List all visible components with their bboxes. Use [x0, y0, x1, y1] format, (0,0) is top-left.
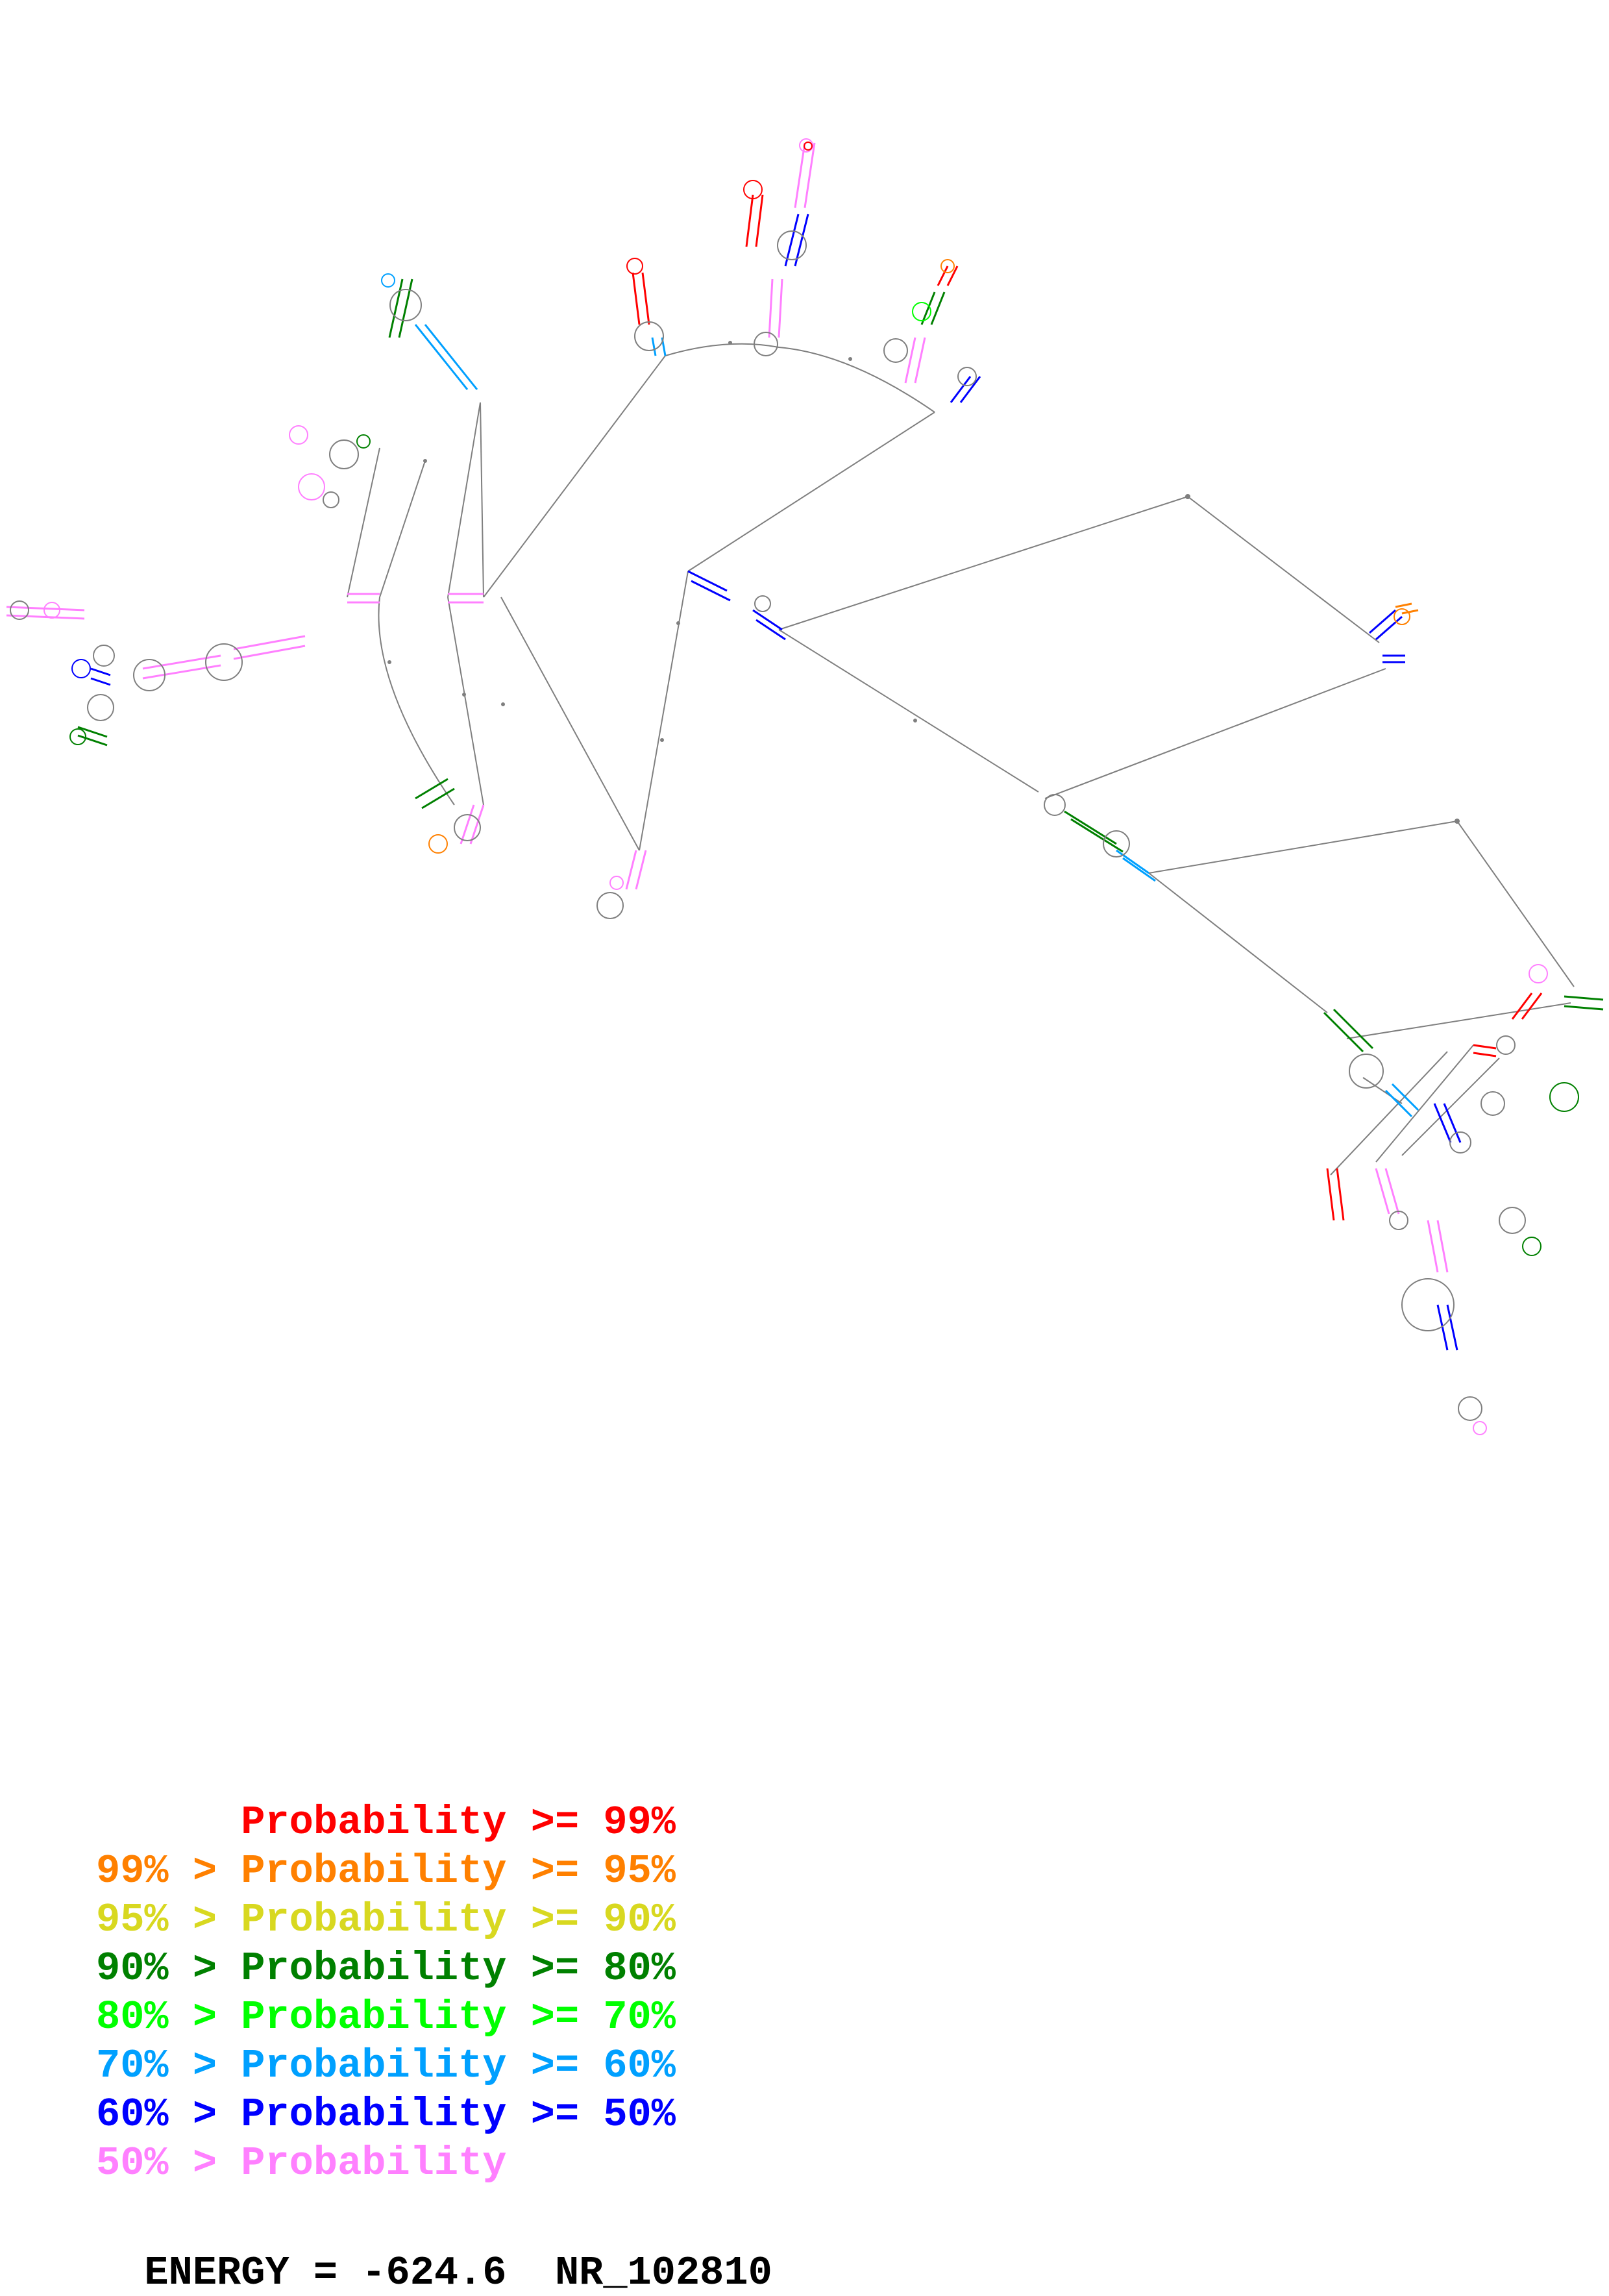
legend-prefix: 60% >	[96, 2092, 241, 2138]
legend-suffix: >= 90%	[506, 1897, 676, 1943]
legend-row: 70% > Probability >= 60%	[96, 2042, 676, 2090]
rna-structure-diagram	[6, 138, 1604, 1435]
legend-label: Probability	[241, 2092, 507, 2138]
legend-label: Probability	[241, 1994, 507, 2040]
accession-id: NR_102810	[554, 2250, 772, 2296]
legend-row: Probability >= 99%	[96, 1798, 676, 1847]
legend-label: Probability	[241, 1897, 507, 1943]
backbone-lines	[347, 343, 1575, 1176]
legend-suffix: >= 60%	[506, 2043, 676, 2089]
legend-row: 95% > Probability >= 90%	[96, 1895, 676, 1944]
hairpin-loops	[10, 138, 1579, 1435]
legend-prefix: 50% >	[96, 2140, 241, 2186]
legend-suffix: >= 99%	[506, 1799, 676, 1845]
nucleotide-markers	[387, 341, 1460, 824]
legend-label: Probability	[241, 1848, 507, 1894]
legend-suffix: >= 70%	[506, 1994, 676, 2040]
legend-prefix	[96, 1799, 241, 1845]
legend-prefix: 90% >	[96, 1945, 241, 1992]
junction-stems	[347, 593, 484, 604]
legend-row: 99% > Probability >= 95%	[96, 1847, 676, 1895]
legend-row: 60% > Probability >= 50%	[96, 2090, 676, 2139]
legend-suffix: >= 80%	[506, 1945, 676, 1992]
legend-label: Probability	[241, 1945, 507, 1992]
legend-row: 50% > Probability	[96, 2139, 676, 2188]
probability-legend: Probability >= 99% 99% > Probability >= 9…	[96, 1798, 676, 2188]
legend-suffix: >= 95%	[506, 1848, 676, 1894]
helix-stems	[6, 142, 1604, 1351]
legend-suffix: >= 50%	[506, 2092, 676, 2138]
legend-label: Probability	[241, 1799, 507, 1845]
legend-prefix: 99% >	[96, 1848, 241, 1894]
legend-prefix: 95% >	[96, 1897, 241, 1943]
legend-row: 90% > Probability >= 80%	[96, 1944, 676, 1993]
legend-prefix: 70% >	[96, 2043, 241, 2089]
legend-prefix: 80% >	[96, 1994, 241, 2040]
legend-label: Probability	[241, 2043, 507, 2089]
legend-row: 80% > Probability >= 70%	[96, 1993, 676, 2042]
legend-label: Probability	[241, 2140, 507, 2186]
energy-footer: ENERGY = -624.6 NR_102810	[96, 2204, 772, 2296]
energy-value: ENERGY = -624.6	[144, 2250, 507, 2296]
